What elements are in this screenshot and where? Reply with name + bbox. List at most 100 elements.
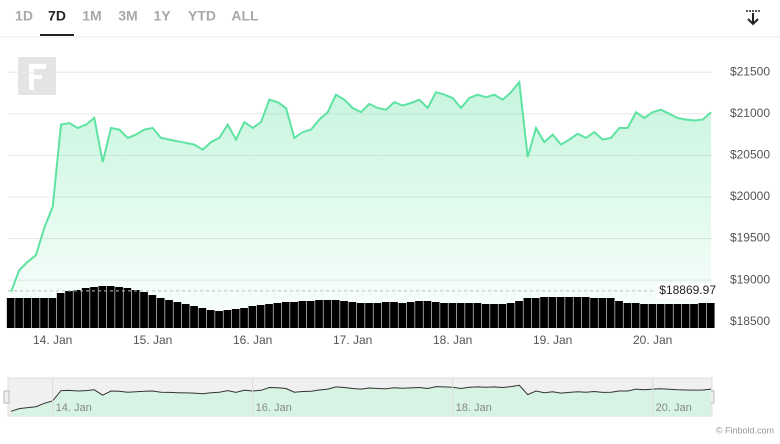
volume-bar xyxy=(415,301,423,328)
volume-bar xyxy=(431,302,440,328)
range-tab[interactable]: ALL xyxy=(231,8,259,24)
volume-bar xyxy=(706,303,715,328)
watermark-logo xyxy=(18,57,56,95)
volume-bar xyxy=(65,291,73,328)
navigator-label: 16. Jan xyxy=(256,402,292,414)
x-tick-label: 16. Jan xyxy=(233,333,272,347)
volume-bar xyxy=(548,297,557,328)
volume-bar xyxy=(598,298,607,328)
volume-bar xyxy=(131,290,140,328)
volume-bar xyxy=(690,304,698,328)
range-tab[interactable]: 1Y xyxy=(153,8,171,24)
volume-bar xyxy=(681,304,690,328)
volume-bar xyxy=(565,297,573,328)
volume-bar xyxy=(15,298,23,328)
volume-bar xyxy=(106,286,115,328)
volume-bar xyxy=(281,302,290,328)
volume-bar xyxy=(123,288,132,328)
volume-bar xyxy=(498,304,507,328)
y-tick-label: $21500 xyxy=(730,64,770,78)
navigator-handle[interactable] xyxy=(3,390,10,404)
volume-bar xyxy=(23,298,32,328)
navigator-label: 18. Jan xyxy=(456,402,492,414)
volume-bar xyxy=(648,304,657,328)
volume-bar xyxy=(440,303,448,328)
volume-bar xyxy=(331,300,340,328)
volume-bar xyxy=(40,298,48,328)
volume-bar xyxy=(248,306,257,328)
area-fill xyxy=(11,82,711,330)
volume-bar xyxy=(340,301,348,328)
volume-bar xyxy=(73,290,82,328)
navigator-label: 20. Jan xyxy=(656,402,692,414)
volume-bar xyxy=(398,303,407,328)
volume-bar xyxy=(348,302,357,328)
volume-bar xyxy=(523,298,532,328)
volume-bar xyxy=(240,308,248,328)
volume-bar xyxy=(6,298,15,328)
range-tab[interactable]: 1D xyxy=(15,8,33,24)
credits: © Finbold.com xyxy=(716,425,774,435)
download-button[interactable] xyxy=(746,10,760,26)
x-tick-label: 17. Jan xyxy=(333,333,372,347)
x-tick-label: 20. Jan xyxy=(633,333,672,347)
volume-bar xyxy=(98,286,107,328)
volume-bar xyxy=(515,301,523,328)
volume-bar xyxy=(473,303,482,328)
volume-bar xyxy=(48,298,57,328)
volume-bar xyxy=(606,298,615,328)
volume-bar xyxy=(181,304,190,328)
volume-bar xyxy=(206,310,215,328)
volume-bar xyxy=(581,297,590,328)
x-tick-label: 15. Jan xyxy=(133,333,172,347)
volume-bar xyxy=(215,311,223,328)
volume-bar xyxy=(590,298,598,328)
price-line xyxy=(10,79,712,293)
volume-bar xyxy=(481,304,490,328)
volume-bar xyxy=(290,302,298,328)
volume-bar xyxy=(356,303,365,328)
volume-bar xyxy=(665,304,673,328)
y-tick-label: $19000 xyxy=(730,272,770,286)
volume-bar xyxy=(306,301,315,328)
volume-bar xyxy=(156,298,165,328)
volume-bar xyxy=(448,303,457,328)
volume-bar xyxy=(531,298,540,328)
y-tick-label: $21000 xyxy=(730,106,770,120)
range-tab[interactable]: 3M xyxy=(118,8,137,24)
volume-bar xyxy=(673,304,682,328)
y-tick-label: $19500 xyxy=(730,231,770,245)
volume-bar xyxy=(315,300,323,328)
volume-bar xyxy=(148,295,157,328)
volume-bar xyxy=(390,302,398,328)
volume-bar xyxy=(373,303,382,328)
last-price-bg xyxy=(656,282,718,298)
volume-bar xyxy=(81,288,90,328)
range-tab[interactable]: YTD xyxy=(188,8,216,24)
last-price-label: $18869.97 xyxy=(659,283,716,297)
volume-bar xyxy=(298,301,307,328)
x-tick-label: 19. Jan xyxy=(533,333,572,347)
volume-bar xyxy=(573,297,582,328)
volume-bar xyxy=(190,306,198,328)
range-tab[interactable]: 7D xyxy=(48,8,66,24)
volume-bar xyxy=(323,300,332,328)
volume-bar xyxy=(640,304,648,328)
volume-bar xyxy=(256,305,265,328)
range-tab[interactable]: 1M xyxy=(82,8,101,24)
volume-bar xyxy=(698,303,707,328)
volume-bar xyxy=(365,303,373,328)
volume-bar xyxy=(265,304,273,328)
volume-bar xyxy=(381,302,390,328)
y-tick-label: $20500 xyxy=(730,148,770,162)
volume-bar xyxy=(623,303,632,328)
volume-bar xyxy=(615,301,623,328)
volume-bar xyxy=(90,287,98,328)
x-tick-label: 14. Jan xyxy=(33,333,72,347)
volume-bar xyxy=(231,309,240,328)
volume-bar xyxy=(465,303,473,328)
x-tick-label: 18. Jan xyxy=(433,333,472,347)
volume-bar xyxy=(173,302,182,328)
volume-bar xyxy=(140,292,148,328)
